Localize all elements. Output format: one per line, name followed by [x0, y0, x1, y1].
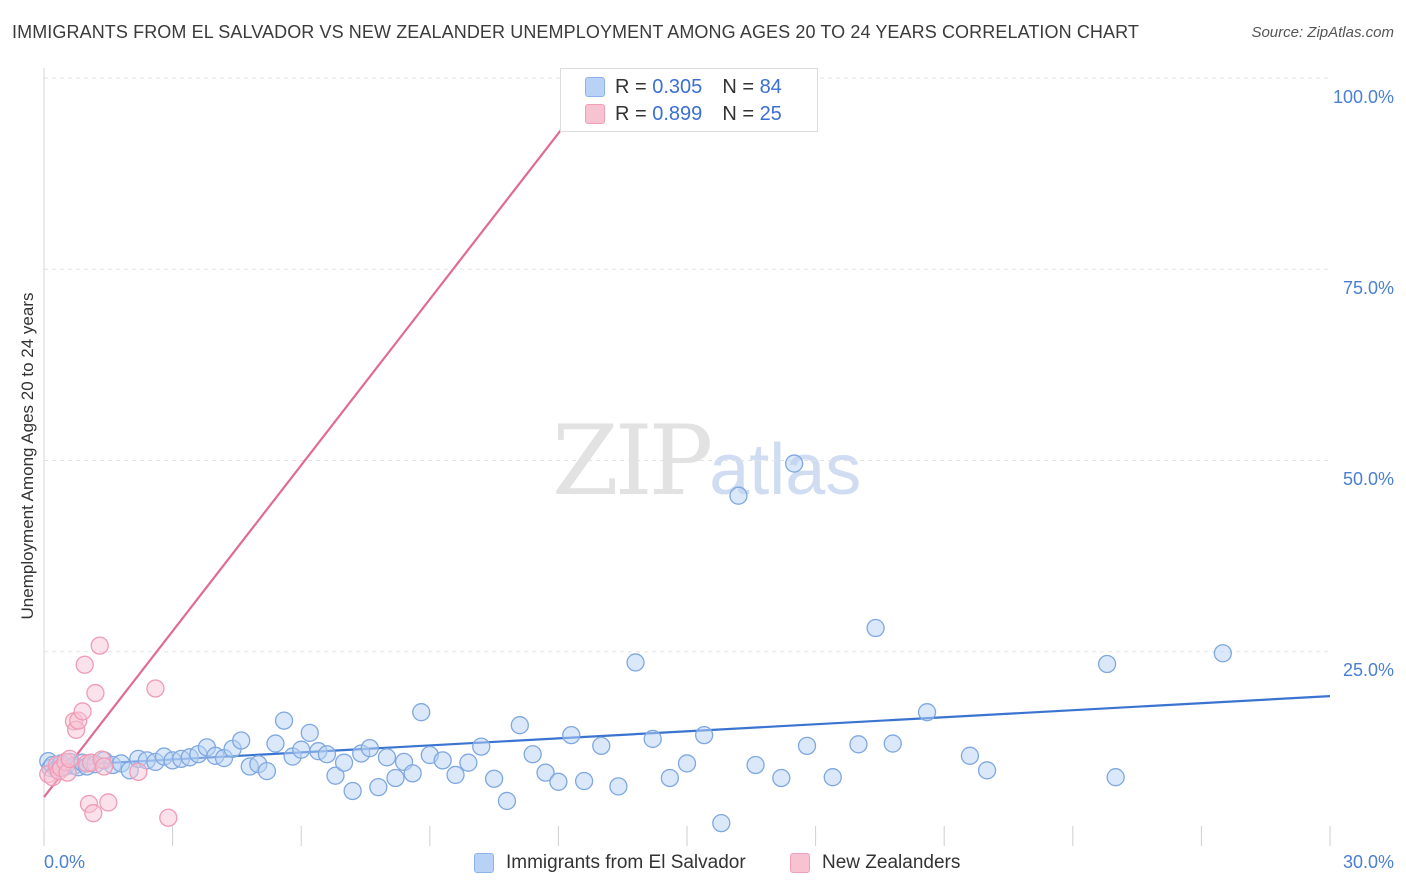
x-tick-min: 0.0% — [44, 852, 86, 872]
y-tick-100: 100.0% — [1332, 87, 1394, 107]
point-el-salvador — [472, 737, 491, 756]
point-el-salvador — [660, 768, 680, 788]
source-label: Source: ZipAtlas.com — [1251, 24, 1394, 41]
point-el-salvador — [497, 791, 517, 811]
point-el-salvador — [797, 736, 817, 755]
point-new-zealanders — [99, 793, 118, 812]
point-el-salvador — [459, 753, 478, 772]
point-el-salvador — [609, 777, 628, 796]
point-el-salvador — [977, 761, 997, 780]
legend-swatch-new-zealanders — [790, 853, 810, 873]
point-el-salvador — [729, 486, 748, 505]
chart-title: IMMIGRANTS FROM EL SALVADOR VS NEW ZEALA… — [12, 22, 1140, 42]
point-new-zealanders — [86, 683, 105, 703]
y-axis-label: Unemployment Among Ages 20 to 24 years — [18, 292, 37, 620]
point-el-salvador — [232, 731, 251, 750]
legend-label-el-salvador: Immigrants from El Salvador — [506, 852, 746, 873]
point-el-salvador — [1106, 768, 1125, 787]
point-el-salvador — [785, 454, 804, 473]
point-new-zealanders — [159, 808, 178, 827]
trendline-layer — [43, 77, 1331, 798]
point-el-salvador — [274, 711, 294, 730]
point-el-salvador — [360, 738, 379, 758]
point-el-salvador — [677, 754, 697, 773]
point-el-salvador — [694, 725, 714, 745]
points-layer — [39, 68, 1232, 833]
point-el-salvador — [369, 778, 388, 797]
grid-layer — [43, 68, 1331, 846]
point-el-salvador — [510, 716, 529, 735]
legend-swatch-el-salvador — [474, 853, 494, 873]
y-tick-25: 25.0% — [1342, 660, 1394, 680]
series-legend: Immigrants from El Salvador New Zealande… — [0, 852, 1406, 878]
point-el-salvador — [386, 768, 405, 788]
point-el-salvador — [446, 765, 465, 785]
point-new-zealanders — [60, 749, 79, 768]
legend-item-el-salvador[interactable]: Immigrants from El Salvador — [474, 852, 746, 874]
point-el-salvador — [592, 736, 611, 755]
point-new-zealanders — [73, 702, 92, 721]
correlation-legend: R = 0.305 N = 84 R = 0.899 N = 25 — [560, 68, 818, 132]
legend-swatch-pink — [585, 104, 605, 124]
point-el-salvador — [746, 755, 765, 775]
point-el-salvador — [643, 729, 662, 749]
point-new-zealanders — [90, 636, 109, 655]
legend-row-pink: R = 0.899 N = 25 — [585, 102, 782, 126]
point-el-salvador — [536, 763, 555, 782]
legend-r-label: R = — [615, 75, 647, 98]
legend-n-label: N = — [722, 75, 754, 98]
point-el-salvador — [300, 723, 319, 742]
y-tick-75: 75.0% — [1342, 278, 1394, 298]
legend-item-new-zealanders[interactable]: New Zealanders — [790, 852, 960, 874]
point-el-salvador — [257, 761, 277, 781]
legend-n-value: 84 — [759, 75, 782, 98]
point-el-salvador — [562, 725, 581, 745]
point-el-salvador — [917, 703, 937, 722]
legend-label-new-zealanders: New Zealanders — [822, 852, 961, 873]
point-new-zealanders — [129, 762, 148, 782]
point-el-salvador — [523, 745, 542, 764]
trendline-el-salvador — [43, 695, 1331, 768]
point-el-salvador — [334, 753, 354, 772]
point-el-salvador — [1213, 644, 1232, 663]
legend-n-label: N = — [722, 102, 754, 125]
legend-row-blue: R = 0.305 N = 84 — [585, 75, 782, 99]
legend-r-value: 0.305 — [652, 75, 703, 98]
legend-r-label: R = — [615, 102, 647, 125]
point-el-salvador — [326, 766, 345, 785]
point-el-salvador — [772, 768, 791, 788]
point-el-salvador — [960, 746, 980, 765]
point-el-salvador — [412, 703, 431, 722]
point-el-salvador — [403, 764, 422, 783]
y-tick-50: 50.0% — [1342, 469, 1394, 489]
point-el-salvador — [266, 734, 285, 753]
point-el-salvador — [549, 772, 568, 791]
point-el-salvador — [866, 618, 885, 638]
legend-swatch-blue — [585, 77, 605, 97]
point-el-salvador — [433, 751, 452, 770]
point-el-salvador — [484, 769, 504, 788]
x-tick-max: 30.0% — [1342, 852, 1394, 872]
point-el-salvador — [574, 771, 594, 791]
point-el-salvador — [626, 653, 645, 672]
point-el-salvador — [292, 740, 311, 759]
watermark: ZIPatlas — [552, 405, 861, 517]
point-new-zealanders — [75, 655, 94, 674]
point-el-salvador — [712, 813, 731, 833]
point-el-salvador — [343, 781, 362, 801]
point-el-salvador — [849, 735, 868, 754]
point-new-zealanders — [94, 757, 114, 776]
point-new-zealanders — [84, 804, 103, 823]
trendline-new-zealanders — [43, 77, 603, 798]
point-new-zealanders — [146, 679, 165, 698]
point-el-salvador — [883, 734, 902, 753]
legend-n-value: 25 — [759, 102, 782, 125]
point-el-salvador — [1097, 654, 1117, 674]
point-el-salvador — [317, 745, 337, 764]
legend-r-value: 0.899 — [652, 102, 703, 125]
point-el-salvador — [377, 748, 397, 767]
point-el-salvador — [823, 768, 842, 787]
